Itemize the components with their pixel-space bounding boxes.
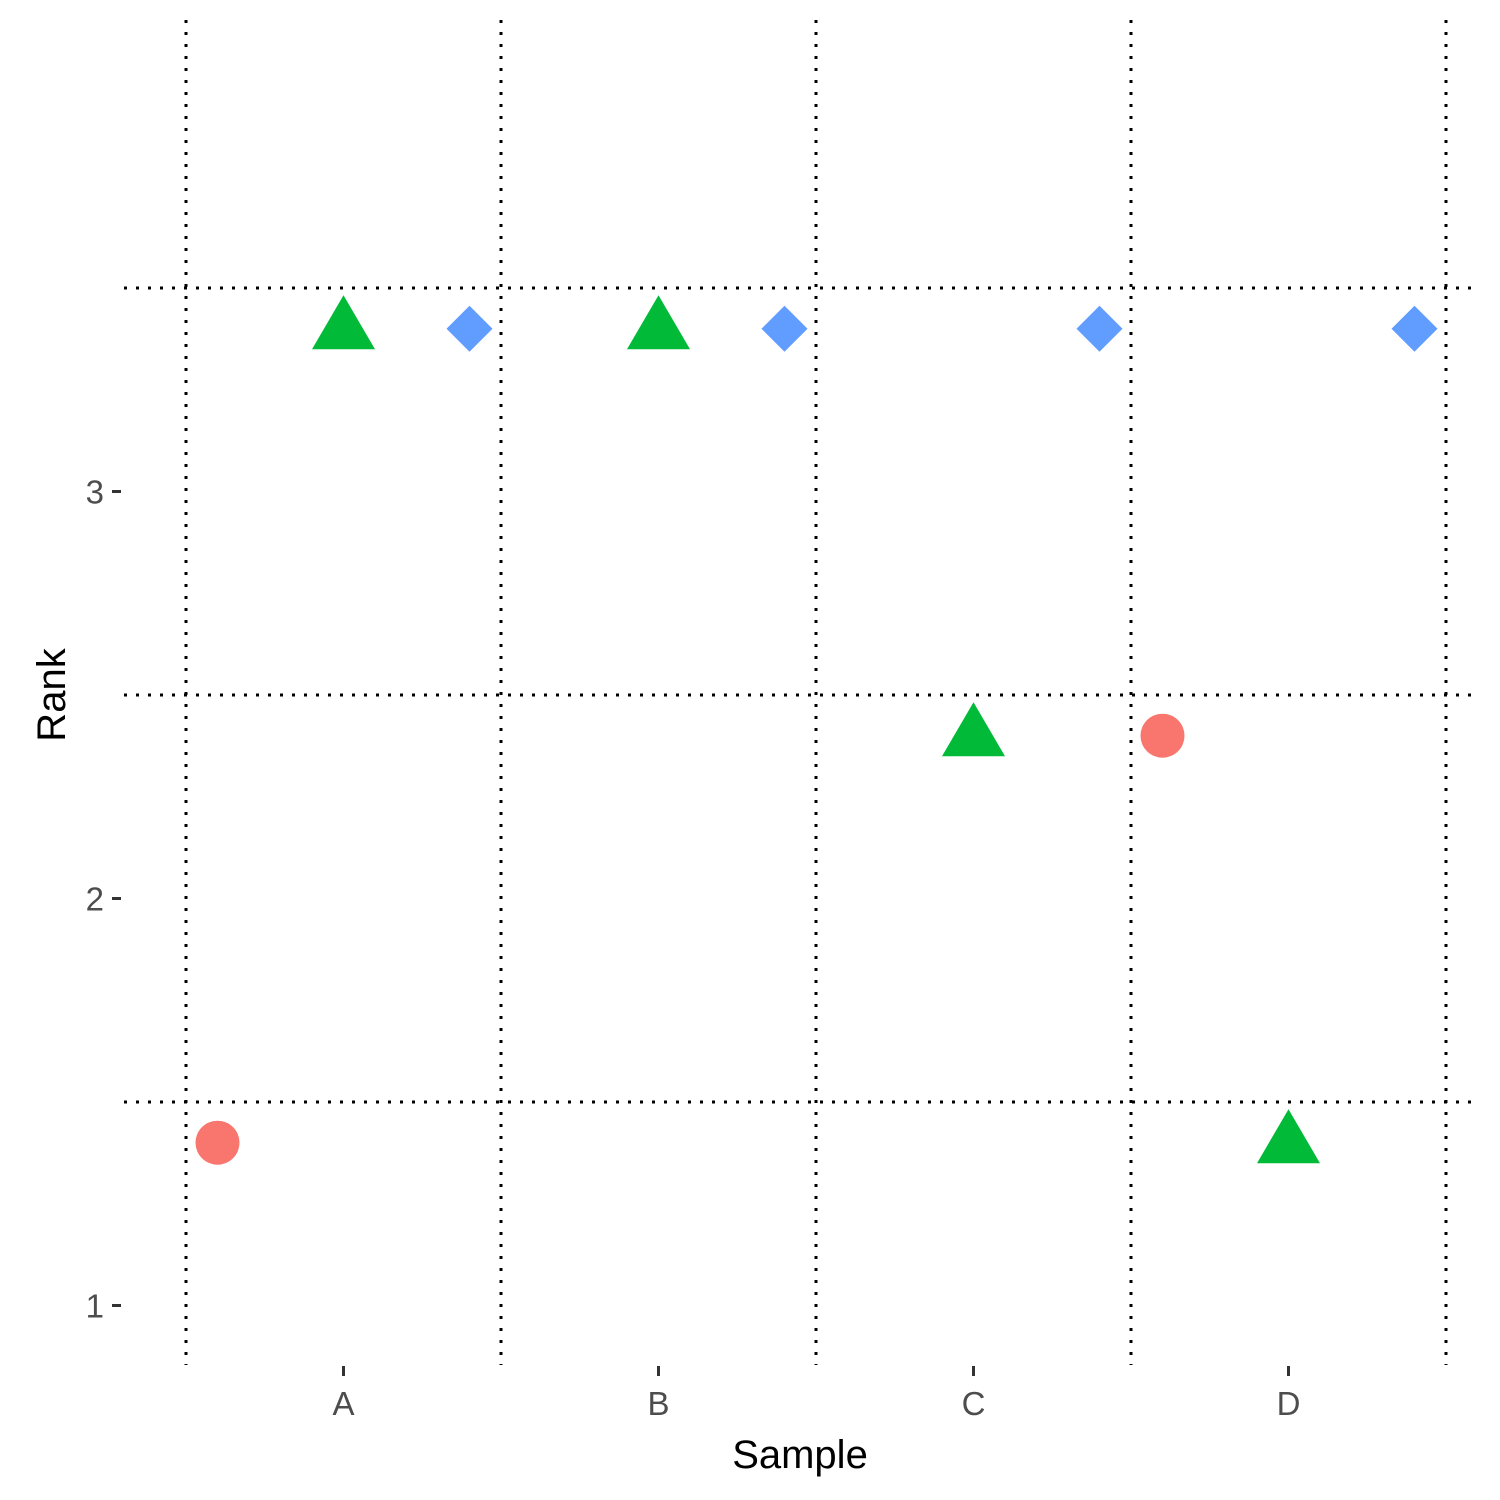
circle-point xyxy=(195,1120,240,1165)
x-tick-label: C xyxy=(962,1385,986,1422)
y-axis-title: Rank xyxy=(30,647,74,741)
grid xyxy=(124,20,1478,1365)
diamond-point xyxy=(446,305,493,352)
y-tick-label: 3 xyxy=(86,474,104,511)
triangle-point xyxy=(627,295,690,350)
diamond-point xyxy=(1391,305,1438,352)
diamond-point xyxy=(1076,305,1123,352)
triangle-point xyxy=(312,295,375,350)
circle-point xyxy=(1140,713,1185,758)
data-points xyxy=(195,295,1438,1165)
y-tick-label: 1 xyxy=(86,1288,104,1325)
x-tick-label: B xyxy=(647,1385,669,1422)
axes: A B C D 1 2 3 xyxy=(86,474,1301,1423)
x-axis-title: Sample xyxy=(732,1433,868,1477)
x-tick-label: A xyxy=(332,1385,354,1422)
x-tick-label: D xyxy=(1277,1385,1301,1422)
diamond-point xyxy=(761,305,808,352)
triangle-point xyxy=(942,702,1005,757)
y-tick-label: 2 xyxy=(86,881,104,918)
triangle-point xyxy=(1257,1109,1320,1164)
